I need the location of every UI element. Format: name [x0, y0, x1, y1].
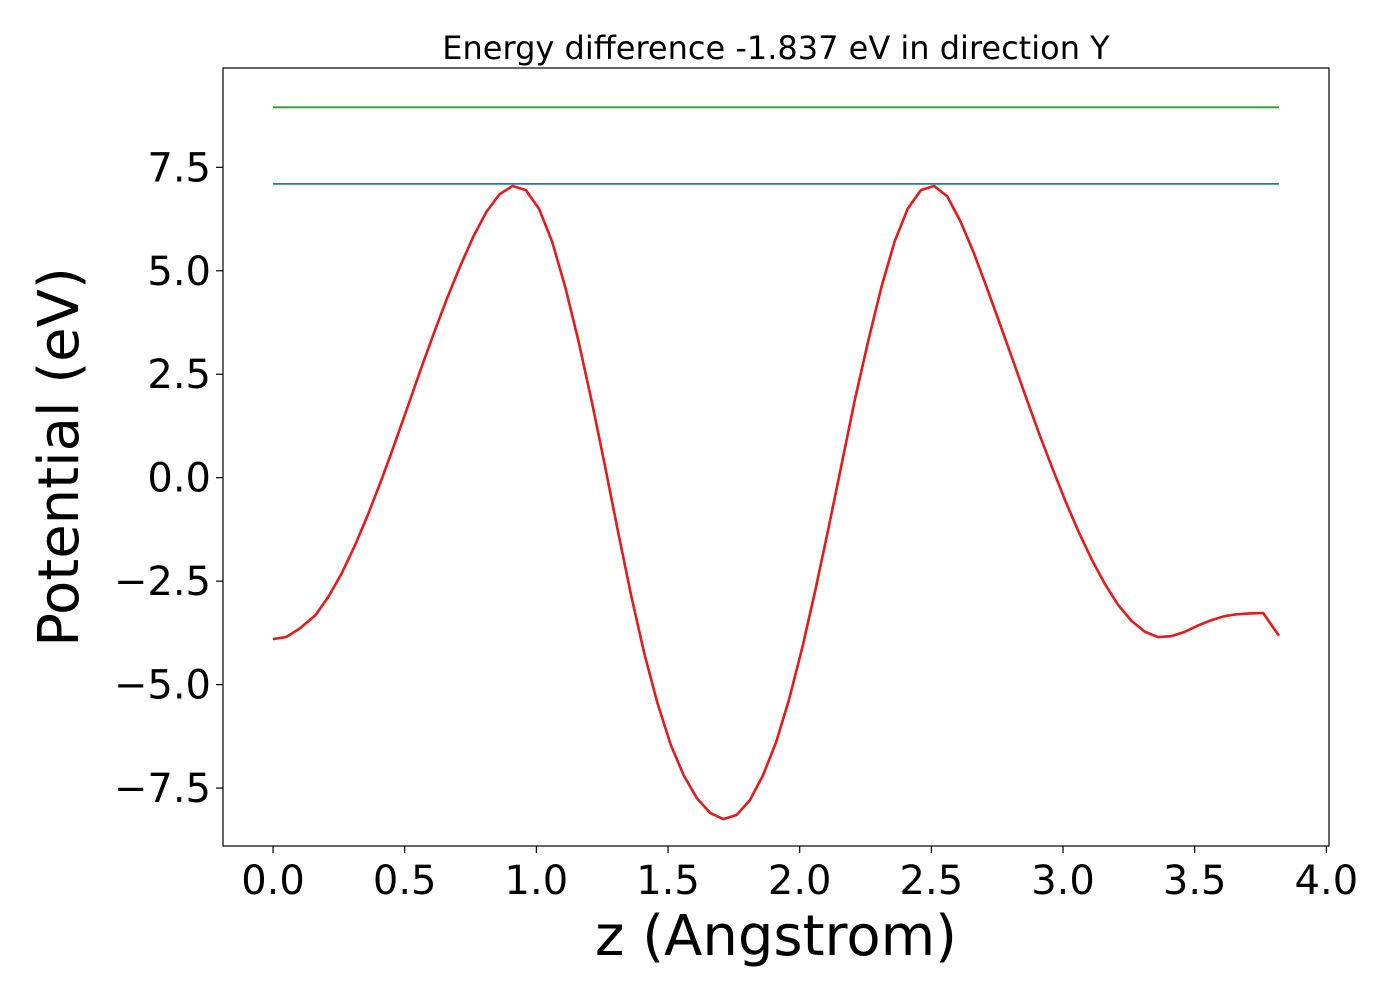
x-tick-label: 3.0 — [1031, 858, 1095, 904]
y-tick-label: 5.0 — [147, 249, 211, 295]
x-tick-label: 0.5 — [373, 858, 437, 904]
series-line-2 — [272, 184, 1281, 821]
x-tick-label: 3.5 — [1163, 858, 1227, 904]
x-tick-label: 4.0 — [1295, 858, 1359, 904]
y-tick-label: −2.5 — [114, 559, 211, 605]
y-tick-label: −5.0 — [114, 663, 211, 709]
y-axis-label: Potential (eV) — [27, 267, 92, 647]
y-tick-label: 2.5 — [147, 352, 211, 398]
chart-title: Energy difference -1.837 eV in direction… — [442, 29, 1110, 67]
series-layer — [272, 106, 1281, 821]
x-tick-label: 2.5 — [900, 858, 964, 904]
y-axis-ticks: −7.5 −5.0 −2.5 0.0 2.5 5.0 7.5 — [114, 145, 223, 812]
x-axis-label: z (Angstrom) — [595, 904, 957, 969]
x-tick-label: 1.0 — [505, 858, 569, 904]
x-axis-ticks: 0.0 0.5 1.0 1.5 2.0 2.5 3.0 3.5 4.0 — [241, 846, 1358, 904]
x-tick-label: 1.5 — [636, 858, 700, 904]
y-tick-label: 0.0 — [147, 456, 211, 502]
y-tick-label: 7.5 — [147, 145, 211, 191]
x-tick-label: 0.0 — [241, 858, 305, 904]
x-tick-label: 2.0 — [768, 858, 832, 904]
plot-area — [222, 67, 1330, 847]
y-tick-label: −7.5 — [114, 766, 211, 812]
